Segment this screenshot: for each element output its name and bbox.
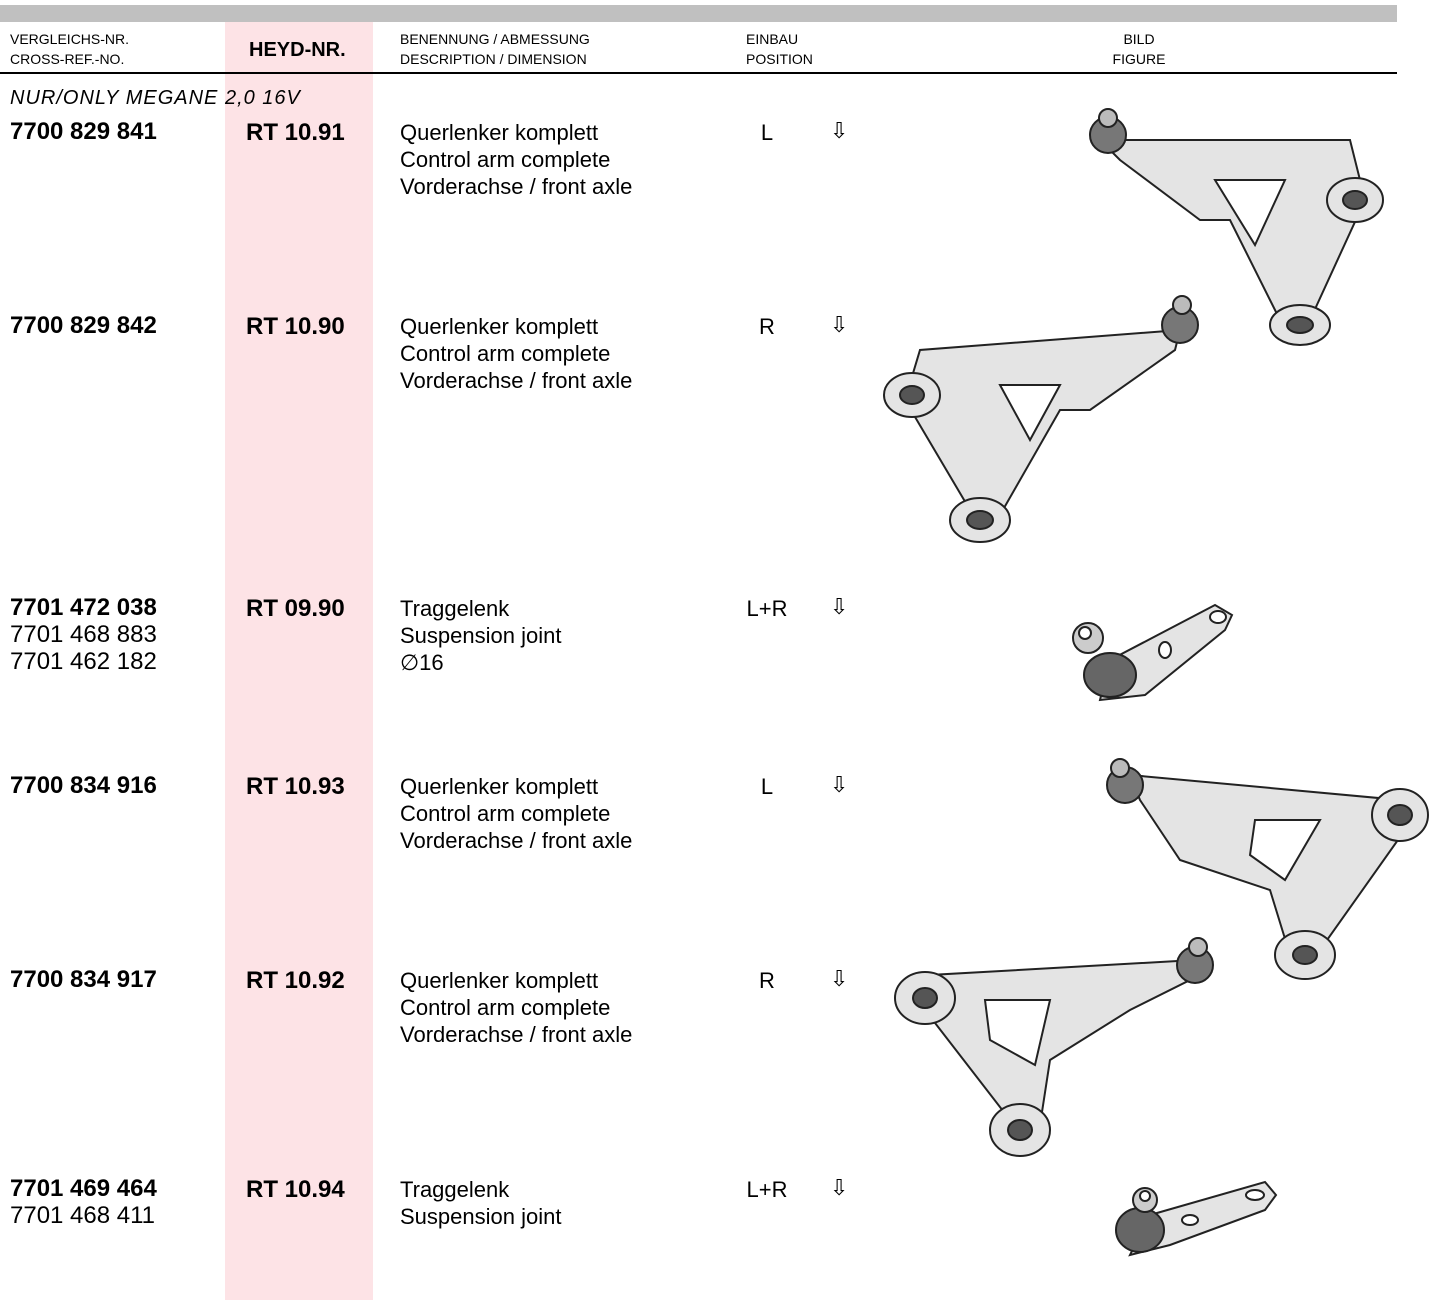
ball-joint-figure	[1115, 1180, 1278, 1257]
description-line: Vorderachse / front axle	[400, 828, 633, 853]
header-text: EINBAU	[746, 31, 799, 47]
position-arrow: ⇩	[830, 313, 849, 338]
control-arm-figure	[1089, 108, 1384, 346]
heyd-number: RT 10.91	[246, 119, 345, 146]
header-figure: BILD FIGURE	[1080, 29, 1198, 69]
cross-ref: 7701 462 182	[10, 648, 157, 675]
cross-refs: 7701 472 038 7701 468 883 7701 462 182	[10, 594, 157, 675]
cross-ref: 7700 834 917	[10, 966, 157, 993]
description-line: Suspension joint	[400, 623, 562, 648]
header-heyd: HEYD-NR.	[249, 39, 346, 61]
description-line: Control arm complete	[400, 147, 611, 172]
top-bar	[0, 5, 1397, 22]
header-position: EINBAU POSITION	[746, 29, 813, 69]
position: L+R	[746, 596, 788, 621]
header-rule	[0, 72, 1397, 74]
heyd-number: RT 10.92	[246, 967, 345, 994]
model-note: NUR/ONLY MEGANE 2,0 16V	[10, 87, 301, 109]
description-line: Querlenker komplett	[400, 314, 599, 339]
description-line: Querlenker komplett	[400, 120, 599, 145]
description-line: Querlenker komplett	[400, 774, 599, 799]
heyd-number: RT 09.90	[246, 595, 345, 622]
position-arrow: ⇩	[830, 119, 849, 144]
cross-ref: 7701 468 883	[10, 621, 157, 648]
position: L	[760, 774, 774, 799]
cross-refs: 7700 834 916	[10, 772, 157, 799]
cross-refs: 7700 834 917	[10, 966, 157, 993]
description-line: Suspension joint	[400, 1204, 562, 1229]
description: Querlenker komplett Control arm complete V…	[400, 773, 632, 854]
description: Traggelenk Suspension joint	[400, 1176, 561, 1230]
heyd-number: RT 10.90	[246, 313, 345, 340]
header-description: BENENNUNG / ABMESSUNG DESCRIPTION / DIME…	[400, 29, 590, 69]
cross-ref: 7701 472 038	[10, 594, 157, 621]
description-line: Querlenker komplett	[400, 968, 599, 993]
header-text: BENENNUNG / ABMESSUNG	[400, 31, 590, 47]
control-arm-figure	[894, 937, 1214, 1157]
description-line: ∅16	[400, 650, 444, 675]
heyd-number: RT 10.94	[246, 1176, 345, 1203]
header-text: DESCRIPTION / DIMENSION	[400, 51, 587, 67]
description: Querlenker komplett Control arm complete V…	[400, 967, 632, 1048]
position: L+R	[746, 1177, 788, 1202]
description-line: Traggelenk	[400, 596, 510, 621]
position-arrow: ⇩	[830, 967, 849, 992]
ball-joint-figure	[1072, 603, 1234, 702]
cross-ref: 7700 834 916	[10, 772, 157, 799]
cross-refs: 7700 829 842	[10, 312, 157, 339]
position-arrow: ⇩	[830, 773, 849, 798]
cross-ref: 7700 829 842	[10, 312, 157, 339]
cross-ref: 7700 829 841	[10, 118, 157, 145]
description-line: Control arm complete	[400, 995, 611, 1020]
description-line: Vorderachse / front axle	[400, 1022, 633, 1047]
position: R	[759, 968, 775, 993]
header-text: POSITION	[746, 51, 813, 67]
description: Querlenker komplett Control arm complete V…	[400, 313, 632, 394]
header-text: BILD	[1123, 31, 1155, 47]
description-line: Traggelenk	[400, 1177, 510, 1202]
position: L	[760, 120, 774, 145]
description: Traggelenk Suspension joint ∅16	[400, 595, 561, 676]
position-arrow: ⇩	[830, 1176, 849, 1201]
cross-refs: 7701 469 464 7701 468 411	[10, 1175, 157, 1229]
description-line: Control arm complete	[400, 341, 611, 366]
header-text: CROSS-REF.-NO.	[10, 51, 125, 67]
heyd-column-band	[225, 22, 373, 1300]
cross-refs: 7700 829 841	[10, 118, 157, 145]
header-cross-ref: VERGLEICHS-NR. CROSS-REF.-NO.	[10, 29, 129, 69]
heyd-number: RT 10.93	[246, 773, 345, 800]
cross-ref: 7701 469 464	[10, 1175, 157, 1202]
header-text: FIGURE	[1112, 51, 1166, 67]
control-arm-figure	[1106, 758, 1429, 980]
header-text: VERGLEICHS-NR.	[10, 31, 130, 47]
position-arrow: ⇩	[830, 595, 849, 620]
description: Querlenker komplett Control arm complete V…	[400, 119, 632, 200]
position: R	[759, 314, 775, 339]
cross-ref: 7701 468 411	[10, 1202, 156, 1229]
description-line: Vorderachse / front axle	[400, 174, 633, 199]
control-arm-figure	[883, 295, 1199, 543]
description-line: Control arm complete	[400, 801, 611, 826]
description-line: Vorderachse / front axle	[400, 368, 633, 393]
